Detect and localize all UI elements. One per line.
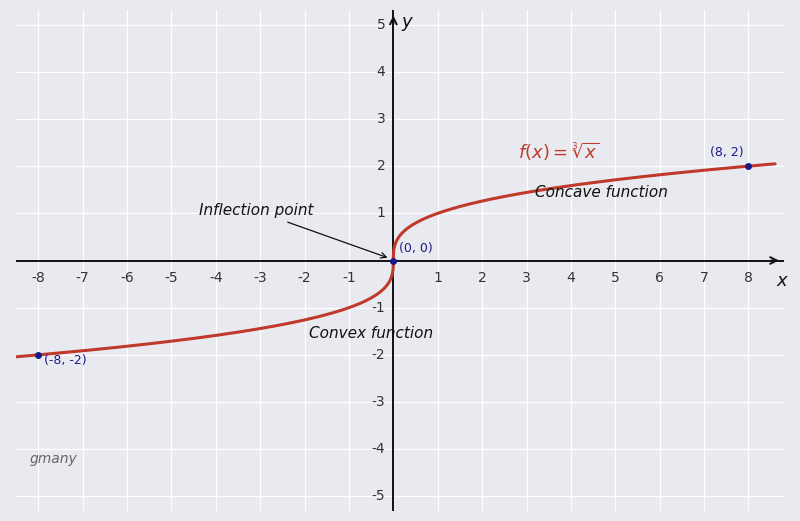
Text: 8: 8 (744, 271, 753, 285)
Text: -5: -5 (372, 489, 386, 503)
Text: -5: -5 (165, 271, 178, 285)
Text: -8: -8 (31, 271, 45, 285)
Text: 4: 4 (566, 271, 575, 285)
Text: (8, 2): (8, 2) (710, 146, 744, 159)
Text: 7: 7 (700, 271, 709, 285)
Text: x: x (777, 272, 787, 290)
Text: -4: -4 (209, 271, 222, 285)
Text: -1: -1 (342, 271, 356, 285)
Text: -1: -1 (372, 301, 386, 315)
Text: (-8, -2): (-8, -2) (43, 354, 86, 367)
Text: gmany: gmany (30, 452, 77, 466)
Text: 1: 1 (377, 206, 386, 220)
Text: 3: 3 (377, 112, 386, 126)
Text: 2: 2 (377, 159, 386, 173)
Text: 2: 2 (478, 271, 486, 285)
Text: 5: 5 (377, 18, 386, 32)
Text: -2: -2 (298, 271, 311, 285)
Text: -2: -2 (372, 348, 386, 362)
Text: -4: -4 (372, 442, 386, 456)
Text: 4: 4 (377, 65, 386, 79)
Text: 3: 3 (522, 271, 531, 285)
Text: 6: 6 (655, 271, 664, 285)
Text: -3: -3 (254, 271, 267, 285)
Text: -7: -7 (76, 271, 90, 285)
Text: Convex function: Convex function (309, 326, 434, 341)
Text: Inflection point: Inflection point (199, 204, 386, 258)
Text: -3: -3 (372, 395, 386, 409)
Text: (0, 0): (0, 0) (398, 242, 433, 255)
Text: -6: -6 (120, 271, 134, 285)
Text: $f(x) = \sqrt[3]{x}$: $f(x) = \sqrt[3]{x}$ (518, 141, 599, 163)
Text: y: y (402, 13, 412, 31)
Text: 1: 1 (434, 271, 442, 285)
Text: 5: 5 (611, 271, 620, 285)
Text: Concave function: Concave function (535, 184, 668, 200)
